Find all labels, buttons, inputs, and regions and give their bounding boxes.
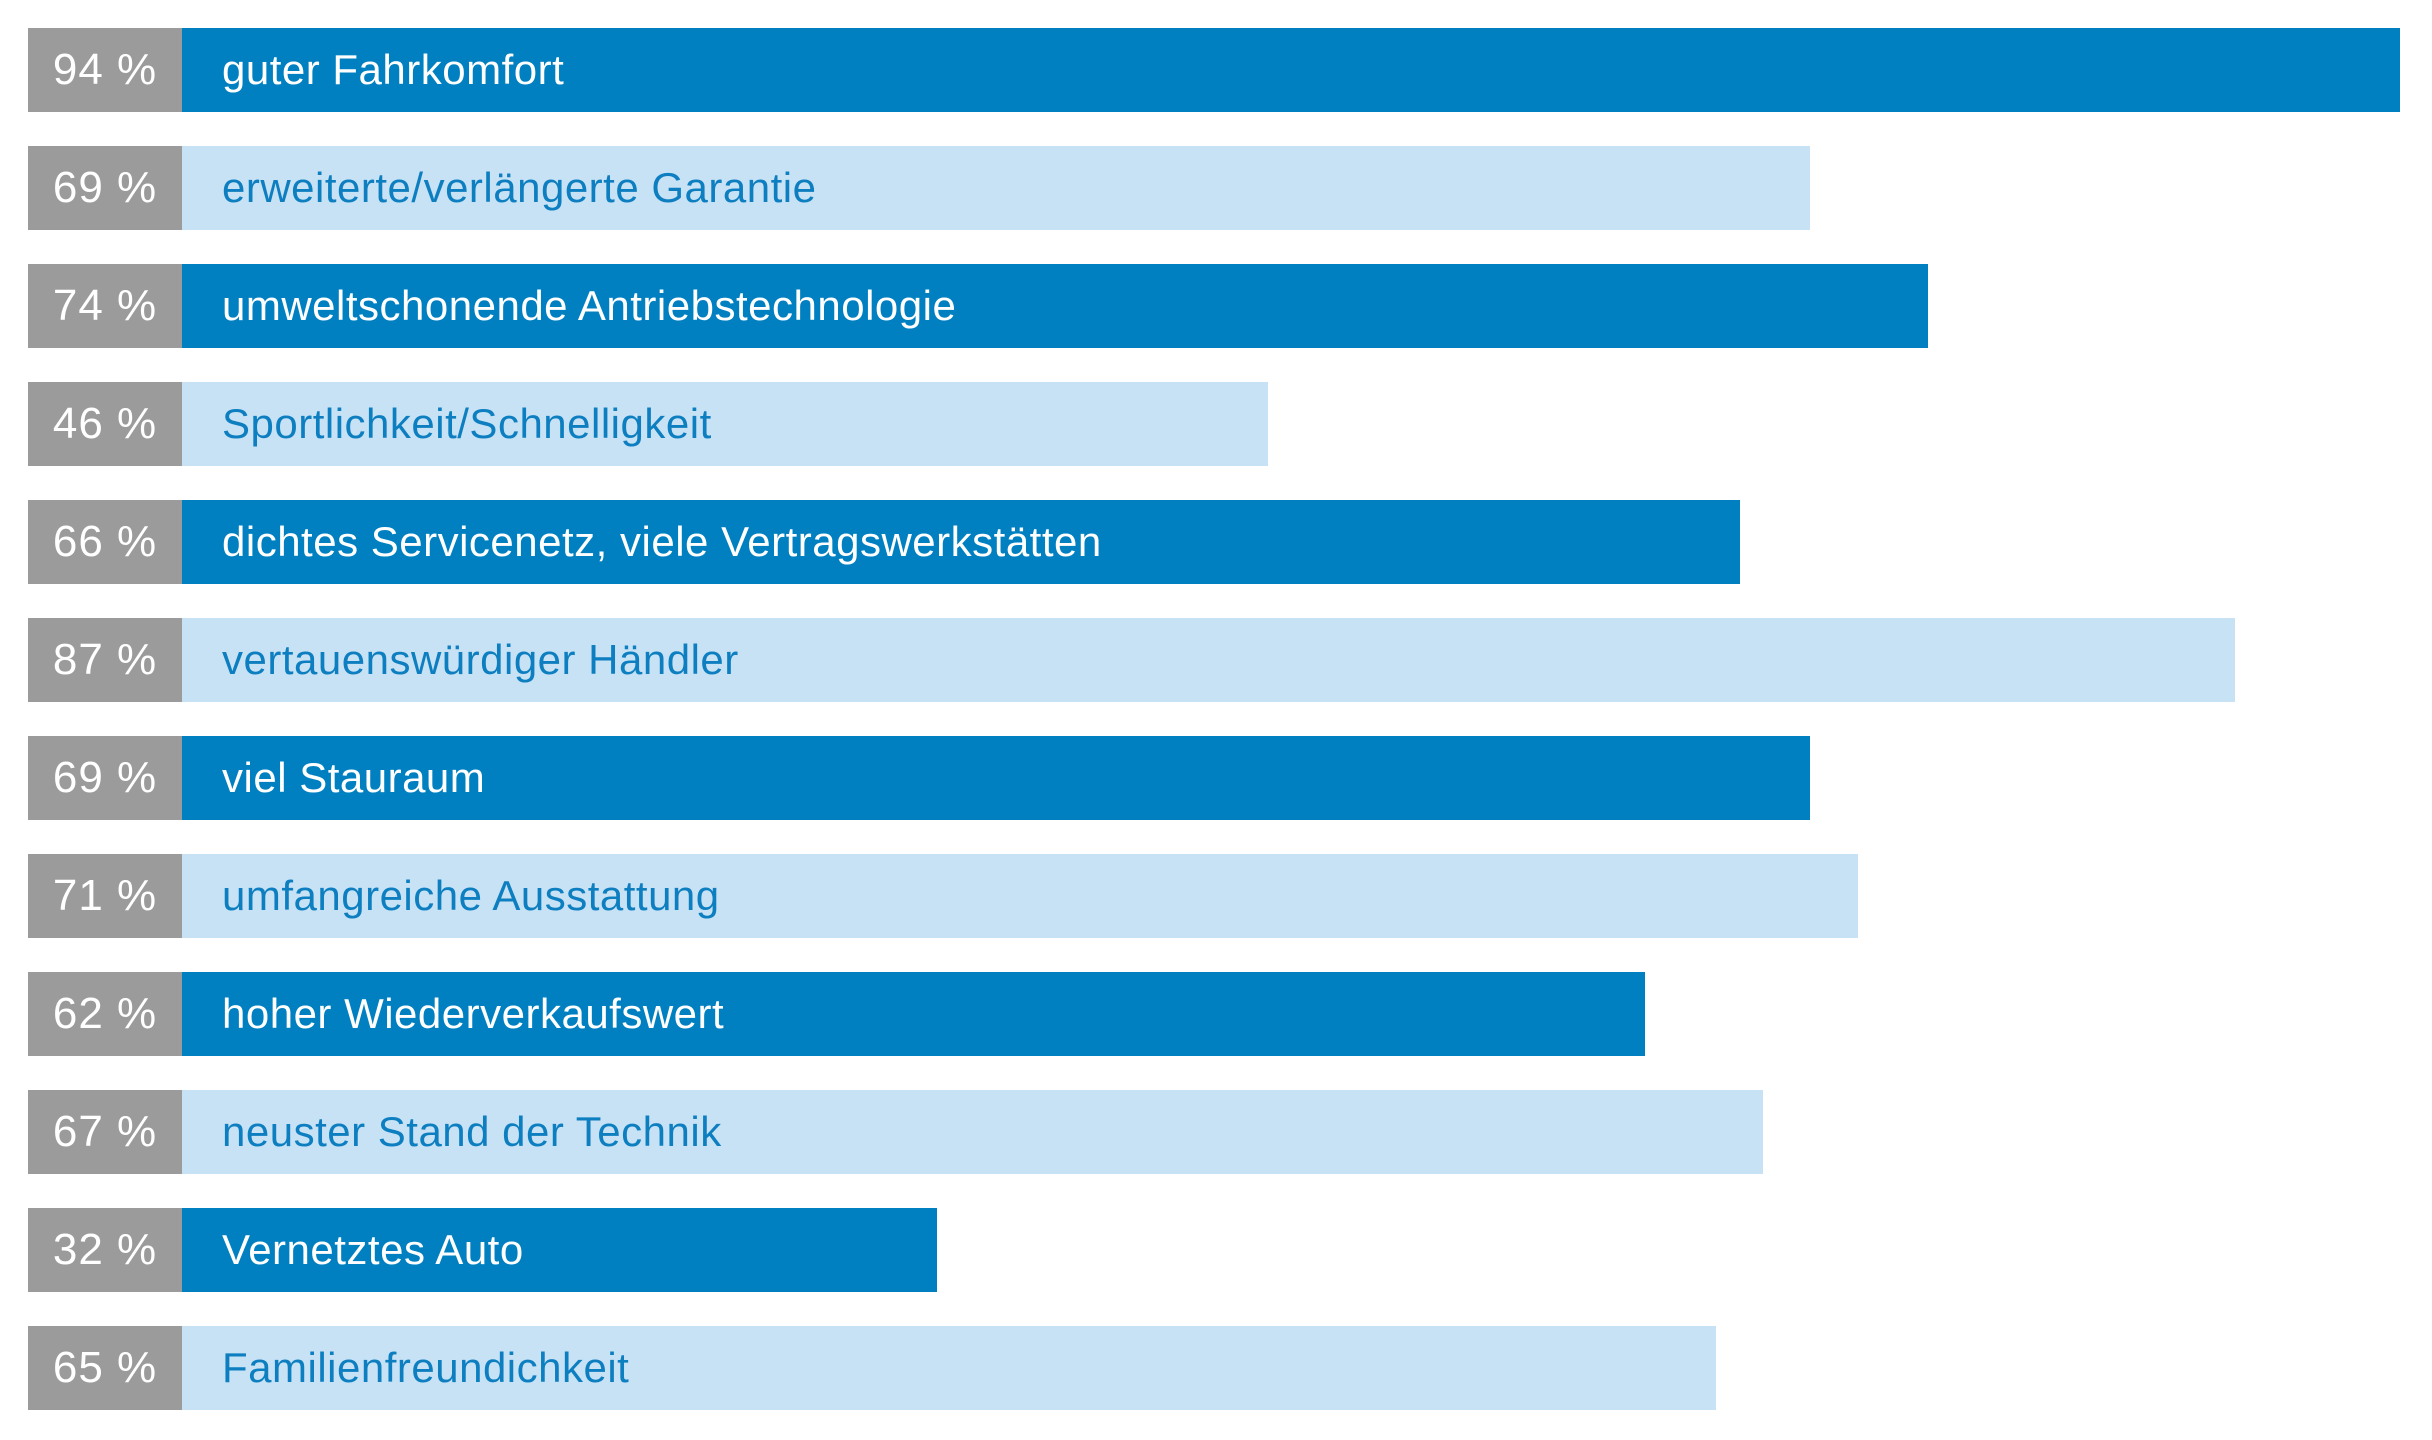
bar-label: guter Fahrkomfort bbox=[222, 46, 565, 93]
chart-row: 67 % neuster Stand der Technik bbox=[28, 1090, 2432, 1174]
value-badge: 65 % bbox=[28, 1326, 182, 1410]
bar-label: dichtes Servicenetz, viele Vertragswerks… bbox=[222, 518, 1102, 565]
chart-row: 87 % vertauenswürdiger Händler bbox=[28, 618, 2432, 702]
value-badge: 74 % bbox=[28, 264, 182, 348]
bar: Familienfreundichkeit bbox=[182, 1326, 1716, 1410]
bar-label: viel Stauraum bbox=[222, 754, 486, 801]
chart-row: 69 % erweiterte/verlängerte Garantie bbox=[28, 146, 2432, 230]
chart-row: 66 % dichtes Servicenetz, viele Vertrags… bbox=[28, 500, 2432, 584]
bar-label: umweltschonende Antriebstechnologie bbox=[222, 282, 957, 329]
bar-label: neuster Stand der Technik bbox=[222, 1108, 722, 1155]
bar-label: vertauenswürdiger Händler bbox=[222, 636, 739, 683]
bar-label: erweiterte/verlängerte Garantie bbox=[222, 164, 817, 211]
chart-row: 71 % umfangreiche Ausstattung bbox=[28, 854, 2432, 938]
bar: hoher Wiederverkaufswert bbox=[182, 972, 1645, 1056]
bar: Sportlichkeit/Schnelligkeit bbox=[182, 382, 1268, 466]
value-badge: 87 % bbox=[28, 618, 182, 702]
bar-label: umfangreiche Ausstattung bbox=[222, 872, 720, 919]
bar: dichtes Servicenetz, viele Vertragswerks… bbox=[182, 500, 1740, 584]
bar: erweiterte/verlängerte Garantie bbox=[182, 146, 1810, 230]
bar-label: hoher Wiederverkaufswert bbox=[222, 990, 725, 1037]
chart-row: 46 % Sportlichkeit/Schnelligkeit bbox=[28, 382, 2432, 466]
bar-label: Familienfreundichkeit bbox=[222, 1344, 630, 1391]
bar: viel Stauraum bbox=[182, 736, 1810, 820]
chart-row: 74 % umweltschonende Antriebstechnologie bbox=[28, 264, 2432, 348]
bar: neuster Stand der Technik bbox=[182, 1090, 1763, 1174]
value-badge: 71 % bbox=[28, 854, 182, 938]
chart-row: 94 % guter Fahrkomfort bbox=[28, 28, 2432, 112]
value-badge: 67 % bbox=[28, 1090, 182, 1174]
value-badge: 62 % bbox=[28, 972, 182, 1056]
bar-label: Vernetztes Auto bbox=[222, 1226, 524, 1273]
value-badge: 69 % bbox=[28, 736, 182, 820]
bar: umfangreiche Ausstattung bbox=[182, 854, 1858, 938]
bar: Vernetztes Auto bbox=[182, 1208, 937, 1292]
value-badge: 66 % bbox=[28, 500, 182, 584]
bar: umweltschonende Antriebstechnologie bbox=[182, 264, 1928, 348]
bar-label: Sportlichkeit/Schnelligkeit bbox=[222, 400, 712, 447]
value-badge: 32 % bbox=[28, 1208, 182, 1292]
chart-row: 69 % viel Stauraum bbox=[28, 736, 2432, 820]
value-badge: 46 % bbox=[28, 382, 182, 466]
value-badge: 94 % bbox=[28, 28, 182, 112]
chart-row: 65 % Familienfreundichkeit bbox=[28, 1326, 2432, 1410]
chart-row: 32 % Vernetztes Auto bbox=[28, 1208, 2432, 1292]
bar: guter Fahrkomfort bbox=[182, 28, 2400, 112]
value-badge: 69 % bbox=[28, 146, 182, 230]
bar: vertauenswürdiger Händler bbox=[182, 618, 2235, 702]
chart-row: 62 % hoher Wiederverkaufswert bbox=[28, 972, 2432, 1056]
